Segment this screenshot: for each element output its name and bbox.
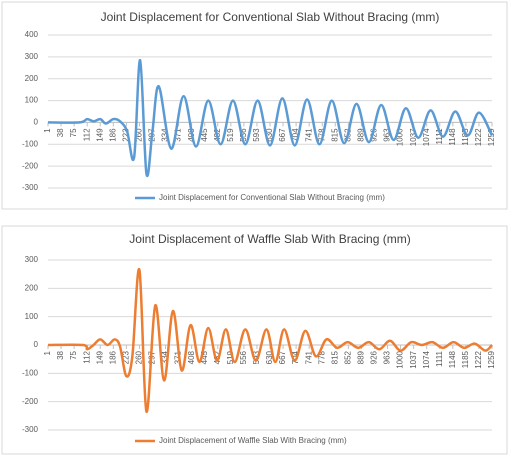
x-tick-label: 852	[343, 350, 352, 364]
x-tick-label: 1148	[448, 350, 457, 368]
x-tick-label: 223	[121, 350, 130, 364]
x-tick-label: 1	[43, 350, 52, 355]
x-tick-label: 1	[43, 128, 52, 133]
x-tick-label: 778	[317, 350, 326, 364]
x-tick-label: 260	[135, 128, 144, 142]
line-series	[47, 58, 494, 178]
x-tick-label: 926	[370, 350, 379, 364]
x-tick-label: 556	[239, 128, 248, 142]
x-tick-label: 1074	[422, 128, 431, 146]
x-tick-label: 112	[82, 350, 91, 363]
x-tick-label: 630	[265, 350, 274, 364]
x-tick-label: 445	[200, 128, 209, 142]
y-tick-label: -300	[22, 425, 39, 434]
y-tick-label: 300	[25, 255, 39, 264]
x-tick-label: 38	[56, 350, 65, 359]
x-tick-label: 963	[383, 128, 392, 142]
x-tick-label: 1259	[487, 350, 496, 368]
legend-label: Joint Displacement for Conventional Slab…	[159, 193, 385, 202]
y-tick-label: -100	[22, 139, 39, 148]
x-tick-label: 1222	[474, 350, 483, 368]
x-tick-label: 1111	[435, 128, 444, 145]
x-tick-label: 149	[95, 128, 104, 142]
x-tick-label: 334	[161, 128, 170, 142]
x-tick-label: 186	[108, 350, 117, 364]
x-tick-label: 1074	[422, 350, 431, 368]
x-tick-label: 223	[121, 128, 130, 142]
x-tick-label: 186	[108, 128, 117, 142]
x-tick-label: 926	[370, 128, 379, 142]
x-tick-label: 741	[304, 350, 313, 364]
chart-title: Joint Displacement of Waffle Slab With B…	[129, 232, 410, 246]
x-tick-label: 815	[330, 128, 339, 142]
x-tick-label: 1259	[487, 128, 496, 146]
y-tick-label: -200	[22, 397, 39, 406]
x-tick-label: 963	[383, 350, 392, 364]
x-tick-label: 667	[278, 128, 287, 142]
x-tick-label: 260	[135, 350, 144, 364]
x-tick-label: 1037	[409, 350, 418, 368]
chart-title: Joint Displacement for Conventional Slab…	[101, 10, 440, 24]
x-tick-label: 1185	[461, 128, 470, 146]
x-tick-label: 889	[357, 350, 366, 364]
x-tick-label: 445	[200, 350, 209, 364]
x-tick-label: 519	[226, 350, 235, 364]
x-tick-label: 889	[357, 128, 366, 142]
chart-frame	[1, 225, 508, 455]
legend-label: Joint Displacement of Waffle Slab With B…	[159, 436, 347, 445]
y-tick-label: 100	[25, 312, 39, 321]
x-tick-label: 519	[226, 128, 235, 142]
x-tick-label: 741	[304, 128, 313, 142]
x-tick-label: 556	[239, 350, 248, 364]
y-tick-label: 200	[25, 283, 39, 292]
x-tick-label: 704	[291, 128, 300, 142]
x-tick-label: 75	[69, 128, 78, 137]
x-tick-label: 149	[95, 350, 104, 364]
x-tick-label: 482	[213, 350, 222, 364]
y-tick-label: -100	[22, 368, 39, 377]
x-tick-label: 630	[265, 128, 274, 142]
x-tick-label: 334	[161, 350, 170, 364]
x-tick-label: 38	[56, 128, 65, 137]
x-tick-label: 1111	[435, 350, 444, 367]
x-tick-label: 408	[187, 350, 196, 364]
x-tick-label: 667	[278, 350, 287, 364]
y-tick-label: 0	[34, 340, 39, 349]
x-tick-label: 593	[252, 128, 261, 142]
x-tick-label: 112	[82, 128, 91, 141]
x-tick-label: 778	[317, 128, 326, 142]
x-tick-label: 1222	[474, 128, 483, 146]
y-tick-label: 100	[25, 96, 39, 105]
y-tick-label: 300	[25, 52, 39, 61]
line-series	[47, 268, 493, 413]
x-tick-label: 1148	[448, 128, 457, 146]
x-tick-label: 593	[252, 350, 261, 364]
x-tick-label: 815	[330, 350, 339, 364]
y-tick-label: -200	[22, 161, 39, 170]
x-tick-label: 75	[69, 350, 78, 359]
y-tick-label: -300	[22, 183, 39, 192]
x-tick-label: 371	[174, 128, 183, 142]
y-tick-label: 0	[34, 118, 39, 127]
x-tick-label: 1037	[409, 128, 418, 146]
y-tick-label: 200	[25, 74, 39, 83]
y-tick-label: 400	[25, 30, 39, 39]
x-tick-label: 1000	[396, 128, 405, 146]
x-tick-label: 1000	[396, 350, 405, 368]
x-tick-label: 1185	[461, 350, 470, 368]
